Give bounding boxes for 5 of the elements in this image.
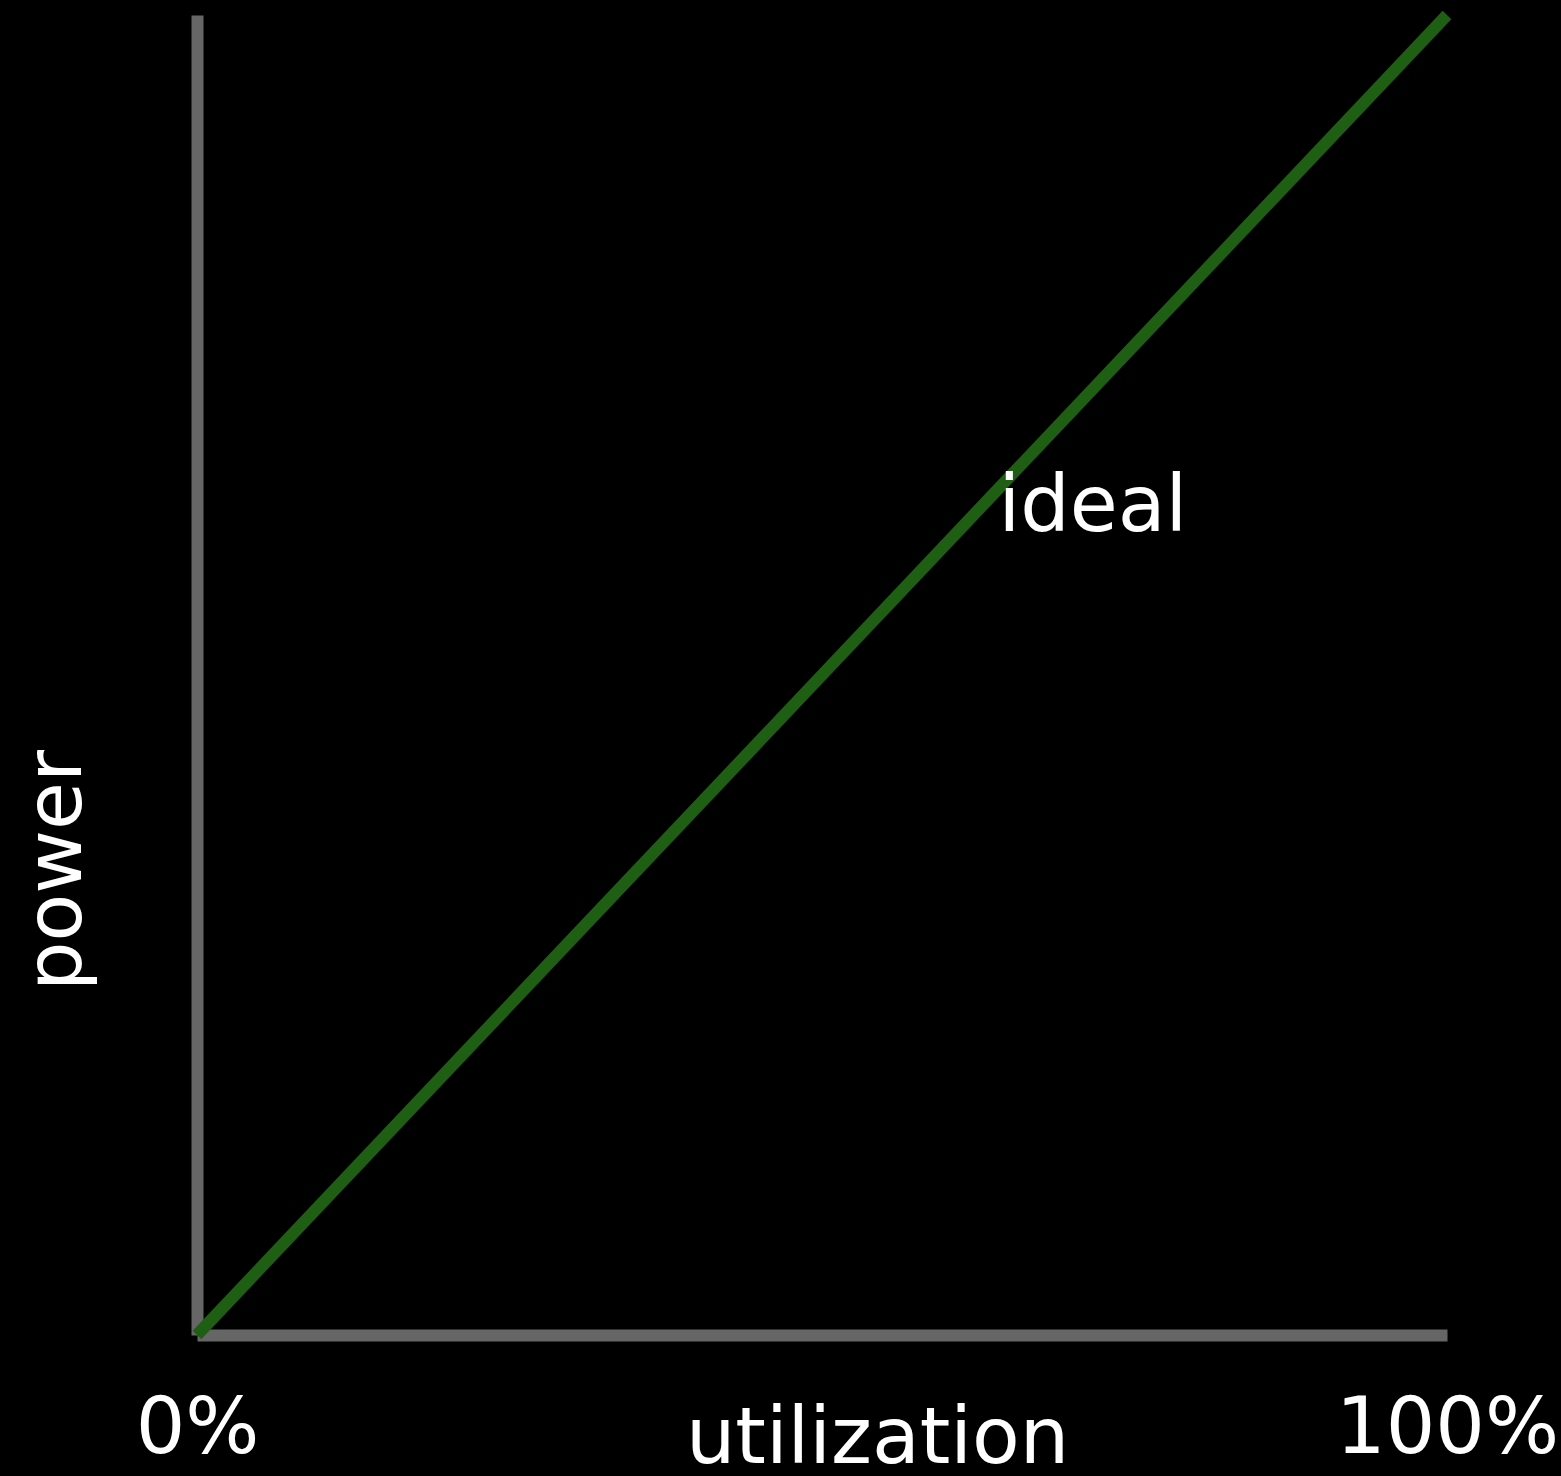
series-label: ideal (998, 459, 1188, 550)
x-axis-title: utilization (685, 1390, 1070, 1476)
x-tick-label: 100% (1336, 1380, 1559, 1471)
x-tick-label: 0% (135, 1380, 260, 1471)
y-axis-title: power (8, 749, 99, 992)
